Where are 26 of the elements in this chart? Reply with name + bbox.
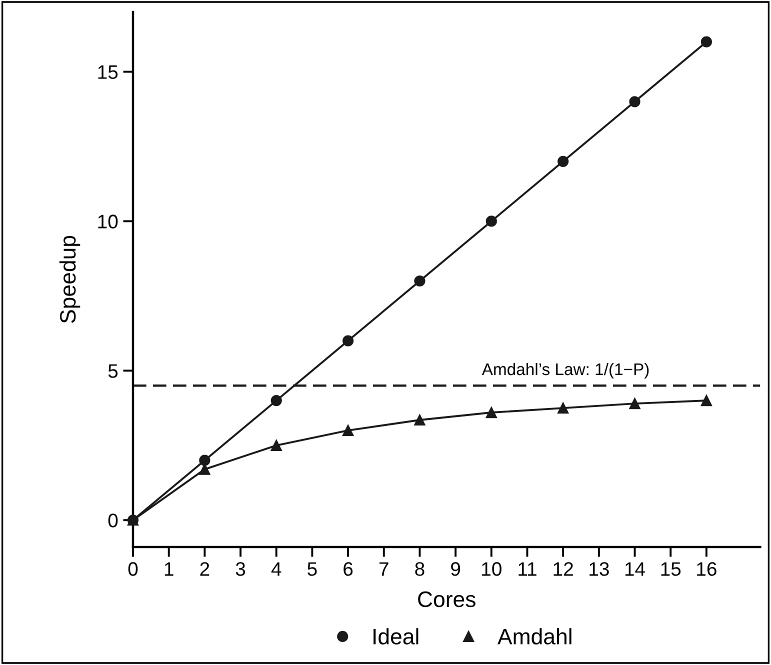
x-tick-label: 12: [554, 562, 573, 576]
x-tick-label: 8: [415, 562, 424, 576]
y-tick-label: 0: [108, 514, 118, 528]
y-axis-title: Speedup: [59, 236, 80, 323]
x-axis-title: Cores: [418, 591, 476, 608]
x-tick-label: 4: [271, 562, 282, 576]
x-tick-label: 6: [344, 562, 353, 576]
x-tick-label: 7: [379, 562, 388, 576]
y-tick-label: 10: [98, 214, 118, 228]
x-tick-label: 3: [236, 562, 246, 576]
x-tick-label: 14: [625, 562, 646, 576]
x-tick-label: 0: [128, 562, 138, 576]
x-tick-label: 16: [697, 562, 716, 576]
y-tick-label: 15: [98, 65, 118, 79]
x-tick-label: 2: [200, 562, 210, 576]
x-tick-label: 13: [590, 562, 609, 576]
x-tick-label: 15: [661, 562, 681, 576]
x-tick-label: 1: [164, 562, 174, 576]
x-tick-label: 11: [518, 562, 536, 576]
annotation: Amdahl’s Law: 1/(1−P): [482, 362, 649, 378]
x-tick-label: 5: [308, 562, 317, 576]
legend-label: Amdahl: [498, 628, 572, 644]
x-tick-label: 10: [482, 562, 502, 576]
x-tick-label: 9: [451, 562, 460, 576]
legend-label: Ideal: [374, 628, 418, 644]
y-tick-label: 5: [108, 364, 118, 378]
